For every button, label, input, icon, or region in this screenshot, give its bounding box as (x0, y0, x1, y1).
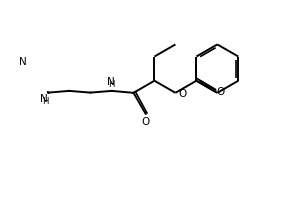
Text: N: N (19, 57, 27, 67)
Text: N: N (40, 94, 48, 104)
Text: H: H (42, 97, 48, 106)
Text: O: O (178, 89, 187, 99)
Text: H: H (108, 80, 114, 89)
Text: O: O (142, 117, 150, 127)
Text: N: N (107, 77, 115, 87)
Text: O: O (216, 87, 224, 97)
